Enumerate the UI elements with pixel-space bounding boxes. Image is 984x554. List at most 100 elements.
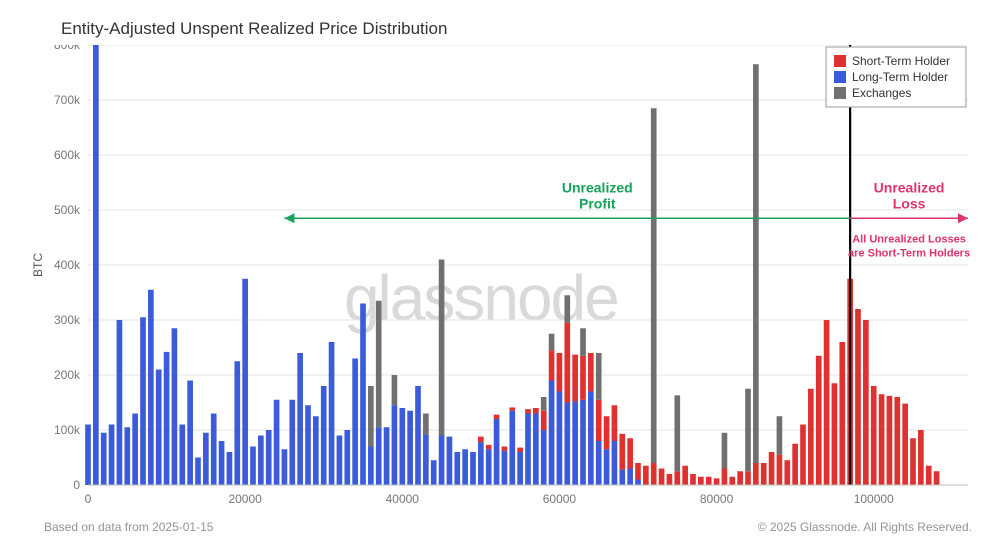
bar-exchange [541,397,547,411]
bar-exchange [777,416,783,455]
bar-short-term [855,309,861,485]
bar-short-term [753,463,759,485]
bar-long-term [85,425,91,486]
bar-long-term [549,381,555,486]
bar-exchange [753,64,759,463]
bar-exchange [564,295,570,323]
y-tick-label: 200k [54,368,81,382]
label-loss-detail: are Short-Term Holders [848,247,970,259]
bar-short-term [604,416,610,449]
bar-exchange [596,353,602,400]
arrowhead-profit-icon [284,213,294,223]
bar-short-term [580,356,586,400]
y-axis-title: BTC [31,253,45,277]
bar-long-term [156,370,162,486]
bar-long-term [486,449,492,485]
bar-exchange [674,395,680,471]
bar-long-term [140,317,146,485]
bar-long-term [195,458,201,486]
chart-plot: glassnode0100k200k300k400k500k600k700k80… [28,45,974,513]
bar-long-term [580,400,586,485]
bar-short-term [839,342,845,485]
bar-long-term [533,414,539,486]
bar-short-term [902,404,908,485]
bar-long-term [313,416,319,485]
bar-long-term [117,320,123,485]
bar-short-term [792,444,798,485]
bar-long-term [517,452,523,485]
bar-short-term [894,397,900,485]
bar-short-term [627,438,633,468]
bar-short-term [918,430,924,485]
bar-short-term [737,471,743,485]
bar-long-term [321,386,327,485]
bar-long-term [242,279,248,485]
bar-long-term [297,353,303,485]
bar-exchange [580,328,586,356]
bar-short-term [486,445,492,449]
bar-short-term [934,471,940,485]
bar-long-term [470,452,476,485]
bar-exchange [722,433,728,469]
bar-short-term [619,434,625,470]
label-unrealized-profit: Unrealized [562,179,633,195]
bar-long-term [187,381,193,486]
bar-long-term [179,425,185,486]
bar-short-term [667,474,673,485]
bar-short-term [863,320,869,485]
bar-short-term [564,323,570,403]
bar-long-term [164,352,170,485]
x-tick-label: 20000 [228,492,262,506]
bar-long-term [423,434,429,485]
x-tick-label: 0 [85,492,92,506]
bar-short-term [612,405,618,441]
bar-long-term [509,411,515,485]
bar-short-term [761,463,767,485]
bar-long-term [148,290,154,485]
bar-short-term [714,478,720,485]
bar-long-term [274,400,280,485]
bar-long-term [376,427,382,485]
bar-long-term [447,437,453,485]
bar-long-term [250,447,256,486]
bar-short-term [509,407,515,410]
watermark-text: glassnode [344,262,618,334]
bar-short-term [517,448,523,452]
bar-long-term [132,414,138,486]
legend-label: Long-Term Holder [852,70,948,84]
bar-long-term [392,405,398,485]
y-tick-label: 800k [54,45,81,52]
bar-long-term [227,452,233,485]
bar-exchange [549,334,555,351]
x-tick-label: 100000 [854,492,894,506]
bar-short-term [777,455,783,485]
bar-exchange [745,389,751,472]
bar-short-term [549,350,555,380]
legend-label: Exchanges [852,86,911,100]
bar-short-term [494,415,500,419]
y-tick-label: 400k [54,258,81,272]
bar-long-term [219,441,225,485]
bar-long-term [109,425,115,486]
bar-long-term [266,430,272,485]
y-tick-label: 600k [54,148,81,162]
bar-short-term [769,452,775,485]
bar-long-term [627,469,633,486]
bar-short-term [910,438,916,485]
bar-long-term [478,442,484,485]
bar-long-term [564,403,570,486]
bar-short-term [879,394,885,485]
bar-long-term [454,452,460,485]
bar-long-term [344,430,350,485]
bar-long-term [289,400,295,485]
bar-long-term [604,449,610,485]
bar-long-term [282,449,288,485]
bar-long-term [525,414,531,486]
bar-short-term [533,408,539,414]
bar-long-term [101,433,107,485]
bar-long-term [431,460,437,485]
y-tick-label: 100k [54,423,81,437]
chart-container: Entity-Adjusted Unspent Realized Price D… [0,0,984,554]
label-loss-detail: All Unrealized Losses [852,233,966,245]
bar-short-term [887,396,893,485]
